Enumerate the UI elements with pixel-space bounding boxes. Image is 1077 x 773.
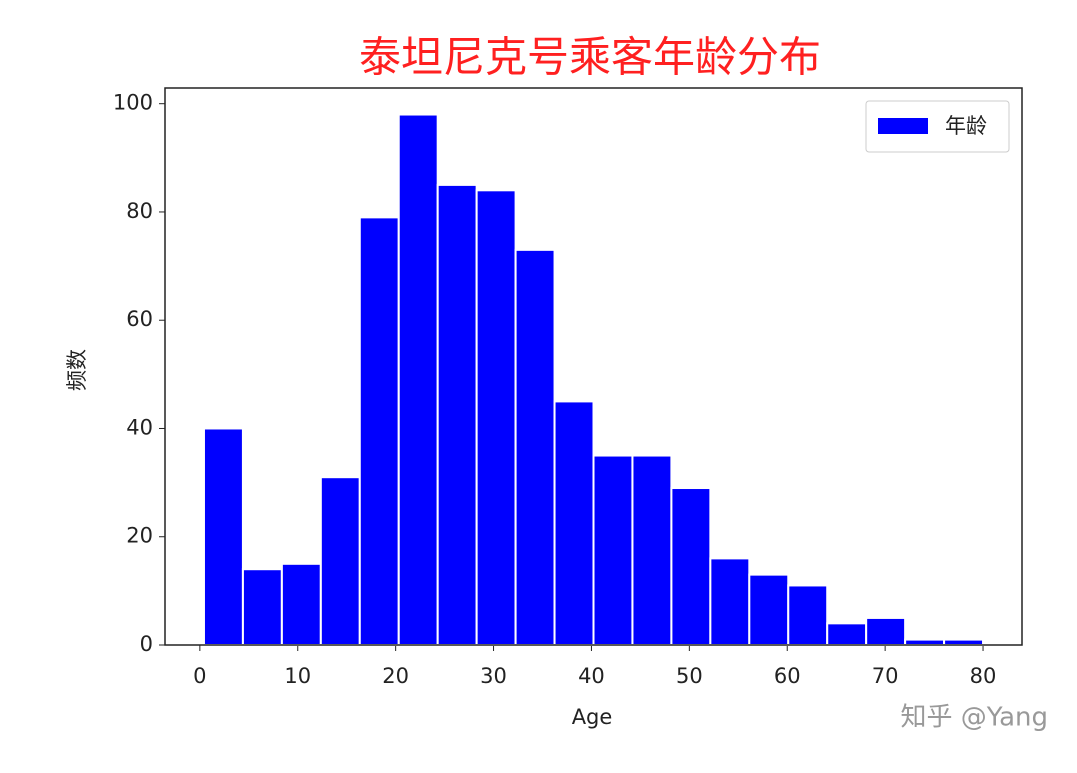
bar	[358, 216, 400, 646]
y-tick-label: 80	[126, 199, 153, 223]
bar	[787, 584, 829, 646]
bar	[241, 568, 283, 647]
watermark: 知乎 @Yang	[901, 703, 1048, 733]
x-tick-label: 30	[480, 664, 507, 688]
legend-box	[865, 100, 1010, 153]
bar	[202, 427, 244, 646]
bar	[943, 638, 985, 646]
bar	[280, 562, 322, 647]
bar	[592, 454, 634, 646]
bar	[475, 189, 517, 646]
plot-frame	[164, 87, 1023, 646]
x-tick-label: 20	[382, 664, 409, 688]
bar	[709, 557, 751, 647]
chart-title: 泰坦尼克号乘客年龄分布	[359, 33, 821, 82]
bar	[748, 573, 790, 647]
bar	[319, 476, 361, 647]
bar	[553, 400, 595, 646]
bar	[397, 113, 439, 647]
bar	[826, 622, 868, 646]
x-tick-label: 40	[578, 664, 605, 688]
x-tick-label: 70	[872, 664, 899, 688]
legend-swatch	[878, 118, 928, 134]
y-tick-label: 40	[126, 415, 153, 439]
y-tick-label: 100	[113, 91, 153, 115]
bar	[631, 454, 673, 646]
y-tick-label: 0	[140, 632, 153, 656]
y-tick-label: 60	[126, 307, 153, 331]
bar	[865, 616, 907, 646]
x-tick-label: 60	[774, 664, 801, 688]
bar	[670, 487, 712, 646]
x-tick-label: 80	[970, 664, 997, 688]
x-tick-label: 10	[284, 664, 311, 688]
bar	[904, 638, 946, 646]
x-axis-label: Age	[572, 705, 613, 729]
y-tick-label: 20	[126, 524, 153, 548]
x-tick-label: 0	[193, 664, 206, 688]
x-tick-label: 50	[676, 664, 703, 688]
legend-label: 年龄	[945, 114, 987, 138]
y-axis-label: 频数	[65, 349, 89, 391]
bar	[514, 248, 556, 646]
bar	[436, 183, 478, 646]
